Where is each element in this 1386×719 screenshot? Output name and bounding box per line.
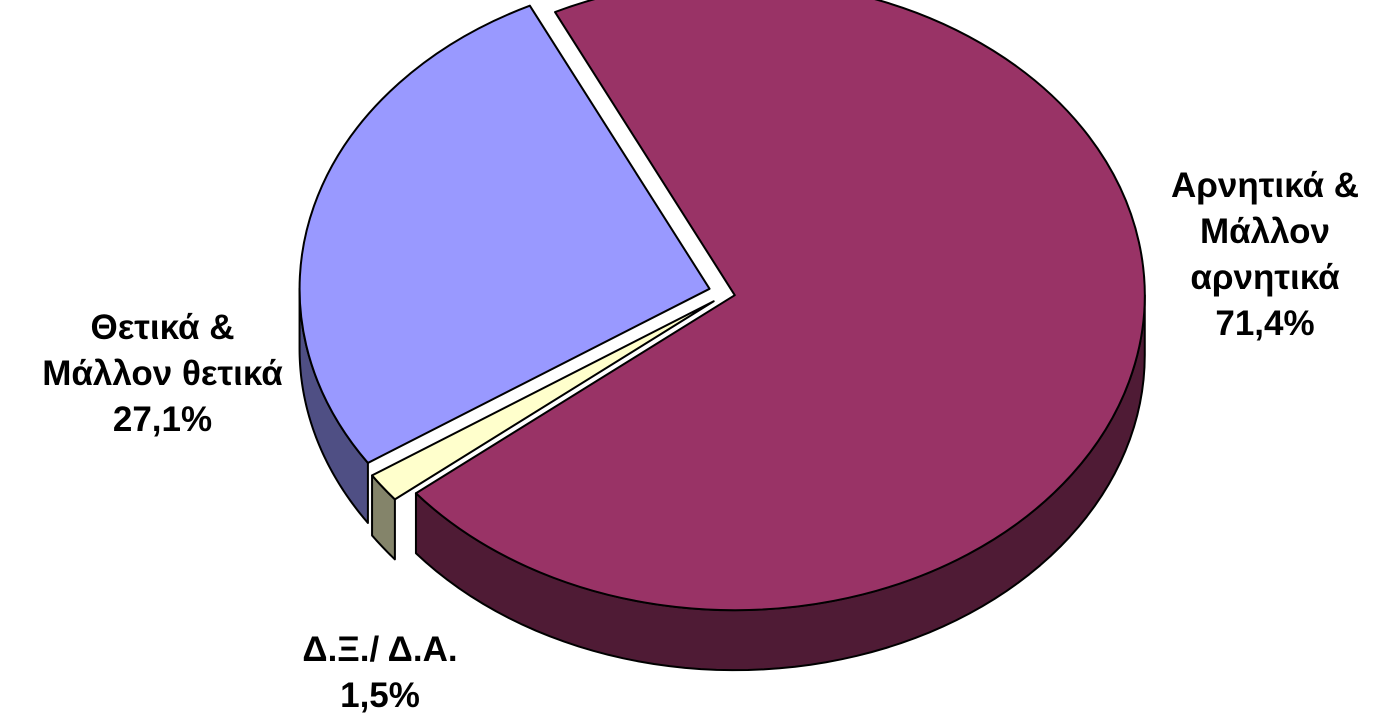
label-negative: Αρνητικά & Μάλλον αρνητικά 71,4% xyxy=(1150,163,1380,347)
value-positive: 27,1% xyxy=(112,400,213,439)
pie-slice-negative xyxy=(414,0,1146,612)
pie-slice-positive xyxy=(298,4,711,464)
label-positive: Θετικά & Μάλλον θετικά 27,1% xyxy=(0,305,325,443)
value-negative: 71,4% xyxy=(1215,304,1315,343)
pie-tops xyxy=(298,0,1146,612)
value-dont-know: 1,5% xyxy=(340,676,420,715)
label-dont-know: Δ.Ξ./ Δ.Α. 1,5% xyxy=(255,627,505,719)
pie-slice-dont-know xyxy=(371,300,715,501)
